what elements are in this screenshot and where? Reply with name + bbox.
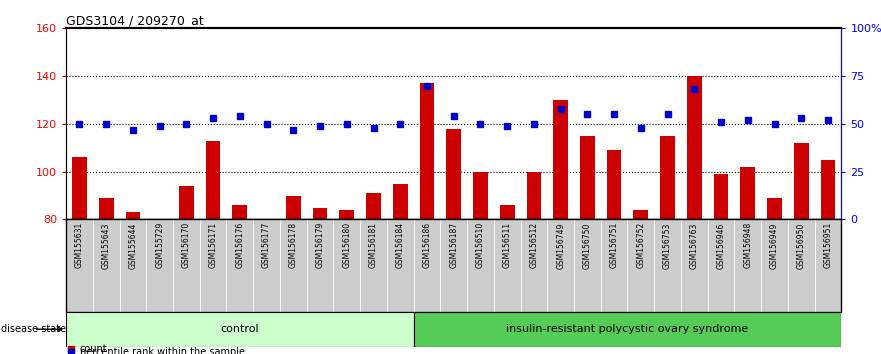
Text: percentile rank within the sample: percentile rank within the sample [80,347,245,354]
Bar [419,83,434,219]
Bar [607,150,621,219]
Bar [580,136,595,219]
Bar [527,172,541,219]
Text: GSM156181: GSM156181 [369,222,378,268]
Bar [66,219,93,312]
Text: GSM155643: GSM155643 [101,222,111,269]
Bar [72,157,87,219]
Bar [413,219,440,312]
Text: GSM156951: GSM156951 [824,222,833,268]
Text: count: count [80,344,107,354]
Text: GSM156511: GSM156511 [503,222,512,268]
Bar [200,219,226,312]
Bar [179,186,194,219]
Bar [740,167,755,219]
Bar [627,219,655,312]
Bar [307,219,333,312]
Bar [794,143,809,219]
Bar [413,312,841,347]
Text: GSM156510: GSM156510 [476,222,485,268]
Bar [601,219,627,312]
Bar [494,219,521,312]
Bar [280,219,307,312]
Bar [553,100,568,219]
Text: GSM155631: GSM155631 [75,222,84,268]
Bar [761,219,788,312]
Bar [440,219,467,312]
Text: GSM156752: GSM156752 [636,222,646,268]
Text: GSM156751: GSM156751 [610,222,618,268]
Text: GSM156176: GSM156176 [235,222,244,268]
Text: GSM156763: GSM156763 [690,222,699,269]
Bar [707,219,735,312]
Bar [788,219,815,312]
Bar [655,219,681,312]
Bar [633,210,648,219]
Bar [93,219,120,312]
Bar [735,219,761,312]
Text: disease state: disease state [2,324,66,334]
Text: GSM156180: GSM156180 [343,222,352,268]
Bar [387,219,413,312]
Bar [333,219,360,312]
Bar [366,193,381,219]
Bar [500,205,515,219]
Bar [206,141,220,219]
Bar [473,172,488,219]
Text: GSM156950: GSM156950 [796,222,806,269]
Text: GSM156186: GSM156186 [423,222,432,268]
Text: GSM156179: GSM156179 [315,222,324,268]
Bar [99,198,114,219]
Text: control: control [220,324,259,334]
Bar [447,129,461,219]
Text: insulin-resistant polycystic ovary syndrome: insulin-resistant polycystic ovary syndr… [507,324,749,334]
Bar [233,205,248,219]
Bar [660,136,675,219]
Text: GSM155729: GSM155729 [155,222,164,268]
Text: GSM156753: GSM156753 [663,222,672,269]
Text: GSM156184: GSM156184 [396,222,404,268]
Bar [66,312,413,347]
Text: GSM156749: GSM156749 [556,222,565,269]
Text: GSM156512: GSM156512 [529,222,538,268]
Text: GSM155644: GSM155644 [129,222,137,269]
Bar [815,219,841,312]
Text: GSM156750: GSM156750 [583,222,592,269]
Text: GSM156177: GSM156177 [262,222,271,268]
Text: GSM156178: GSM156178 [289,222,298,268]
Bar [393,184,408,219]
Bar [547,219,574,312]
Bar [126,212,140,219]
Bar [120,219,146,312]
Bar [339,210,354,219]
Bar [253,219,280,312]
Bar [714,174,729,219]
Text: GSM156171: GSM156171 [209,222,218,268]
Bar [767,198,781,219]
Bar [681,219,707,312]
Bar [521,219,547,312]
Text: GSM156187: GSM156187 [449,222,458,268]
Bar [226,219,253,312]
Bar [820,160,835,219]
Bar [574,219,601,312]
Text: GSM156170: GSM156170 [181,222,191,268]
Bar [467,219,494,312]
Text: GSM156949: GSM156949 [770,222,779,269]
Bar [687,76,701,219]
Bar [146,219,173,312]
Bar [173,219,200,312]
Bar [286,195,300,219]
Text: GDS3104 / 209270_at: GDS3104 / 209270_at [66,14,204,27]
Bar [313,207,328,219]
Text: GSM156946: GSM156946 [716,222,726,269]
Text: GSM156948: GSM156948 [744,222,752,268]
Bar [360,219,387,312]
